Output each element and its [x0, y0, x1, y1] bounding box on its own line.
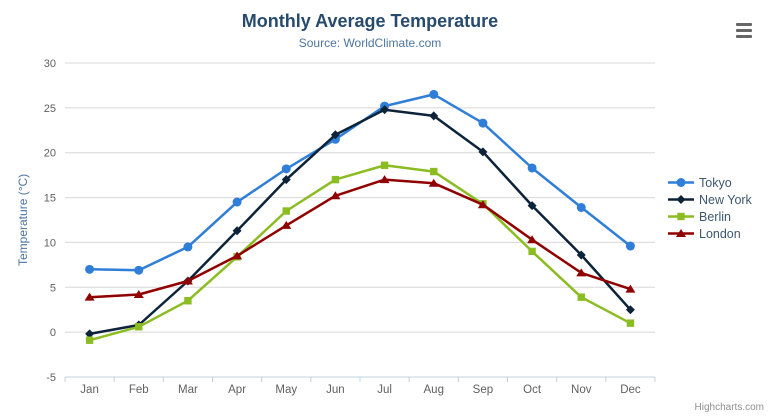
point-berlin-jul[interactable] [380, 161, 389, 169]
x-axis-label: Jan [80, 384, 99, 396]
point-berlin-mar[interactable] [184, 297, 192, 305]
x-axis-label: Apr [228, 384, 246, 396]
hamburger-icon [736, 35, 752, 38]
point-london-oct[interactable] [527, 235, 538, 244]
legend-marker-square-icon [668, 212, 694, 221]
x-axis-label: Aug [424, 384, 444, 396]
point-london-jul[interactable] [379, 175, 390, 184]
point-new-york-jun[interactable] [330, 130, 340, 140]
x-axis-label: Oct [523, 384, 542, 396]
point-new-york-apr[interactable] [232, 226, 242, 236]
y-axis-label: 15 [44, 193, 56, 205]
legend-label: New York [699, 192, 752, 207]
point-london-jun[interactable] [330, 191, 341, 200]
point-tokyo-feb[interactable] [134, 265, 144, 275]
point-tokyo-apr[interactable] [232, 197, 242, 207]
point-tokyo-sep[interactable] [478, 118, 488, 128]
y-axis-label: 30 [44, 58, 56, 70]
chart-title: Monthly Average Temperature [241, 11, 499, 31]
y-axis-label: 20 [44, 148, 56, 160]
point-tokyo-mar[interactable] [183, 242, 193, 252]
legend-item-berlin[interactable]: Berlin [668, 208, 752, 225]
chart-subtitle: Source: WorldClimate.com [298, 36, 442, 50]
series-line-berlin [88, 164, 632, 342]
x-axis-label: Dec [620, 384, 641, 396]
context-menu-button[interactable] [731, 16, 757, 42]
point-tokyo-aug[interactable] [429, 89, 439, 99]
point-london-apr[interactable] [232, 251, 243, 260]
point-tokyo-jan[interactable] [85, 264, 95, 274]
x-axis-label: Mar [178, 384, 198, 396]
point-new-york-dec[interactable] [625, 305, 635, 315]
x-axis-label: Nov [571, 384, 592, 396]
x-axis-label: Jun [326, 384, 345, 396]
legend-label: Berlin [699, 209, 731, 224]
hamburger-icon [736, 29, 752, 32]
legend-label: Tokyo [699, 175, 732, 190]
point-new-york-jul[interactable] [380, 105, 390, 115]
point-berlin-feb[interactable] [135, 323, 143, 331]
series-line-tokyo [88, 93, 632, 272]
y-axis-label: 10 [44, 237, 56, 249]
point-tokyo-legend [676, 178, 686, 187]
point-london-may[interactable] [281, 220, 292, 229]
legend-item-new-york[interactable]: New York [668, 191, 752, 208]
point-london-aug[interactable] [428, 178, 439, 187]
legend-item-tokyo[interactable]: Tokyo [668, 174, 752, 191]
x-axis-label: Sep [473, 384, 493, 396]
point-new-york-aug[interactable] [429, 111, 439, 121]
point-london-jan[interactable] [84, 292, 95, 301]
legend-marker-triangle-icon [668, 229, 694, 237]
point-london-sep[interactable] [477, 200, 488, 209]
legend-marker-diamond-icon [668, 195, 694, 204]
point-new-york-may[interactable] [281, 175, 291, 185]
y-axis-label: 5 [50, 282, 56, 294]
point-london-nov[interactable] [576, 268, 587, 277]
point-new-york-legend [676, 195, 686, 204]
point-berlin-legend [677, 212, 685, 221]
hamburger-icon [736, 23, 752, 26]
point-new-york-sep[interactable] [478, 147, 488, 157]
point-berlin-jun[interactable] [331, 175, 340, 184]
y-axis-label: -5 [46, 372, 56, 384]
point-berlin-aug[interactable] [430, 167, 438, 176]
point-tokyo-may[interactable] [281, 164, 291, 174]
credits-link[interactable]: Highcharts.com [694, 402, 764, 413]
point-berlin-oct[interactable] [528, 247, 536, 256]
legend-item-london[interactable]: London [668, 225, 752, 242]
series-line-new-york [88, 108, 632, 336]
series-line-london [88, 178, 632, 299]
point-london-mar[interactable] [182, 276, 193, 285]
point-london-dec[interactable] [625, 284, 636, 293]
x-axis-label: Feb [129, 384, 149, 396]
x-axis-label: May [275, 384, 297, 396]
legend-marker-circle-icon [668, 178, 694, 187]
y-axis-label: 0 [50, 327, 56, 339]
legend: Tokyo New York Berlin London [668, 174, 752, 242]
x-axis-label: Jul [377, 384, 392, 396]
point-berlin-nov[interactable] [577, 293, 585, 301]
point-berlin-jan[interactable] [85, 336, 94, 344]
point-new-york-nov[interactable] [576, 250, 586, 260]
y-axis-title: Temperature (°C) [16, 173, 30, 267]
point-new-york-jan[interactable] [85, 329, 95, 339]
point-london-legend [676, 229, 686, 237]
y-axis-label: 25 [44, 103, 56, 115]
point-berlin-may[interactable] [282, 207, 290, 215]
legend-label: London [699, 226, 741, 241]
point-tokyo-nov[interactable] [576, 202, 586, 212]
point-berlin-dec[interactable] [626, 319, 635, 327]
point-tokyo-dec[interactable] [625, 241, 635, 251]
point-tokyo-oct[interactable] [527, 163, 537, 173]
point-new-york-oct[interactable] [527, 201, 537, 211]
point-london-feb[interactable] [133, 289, 144, 298]
